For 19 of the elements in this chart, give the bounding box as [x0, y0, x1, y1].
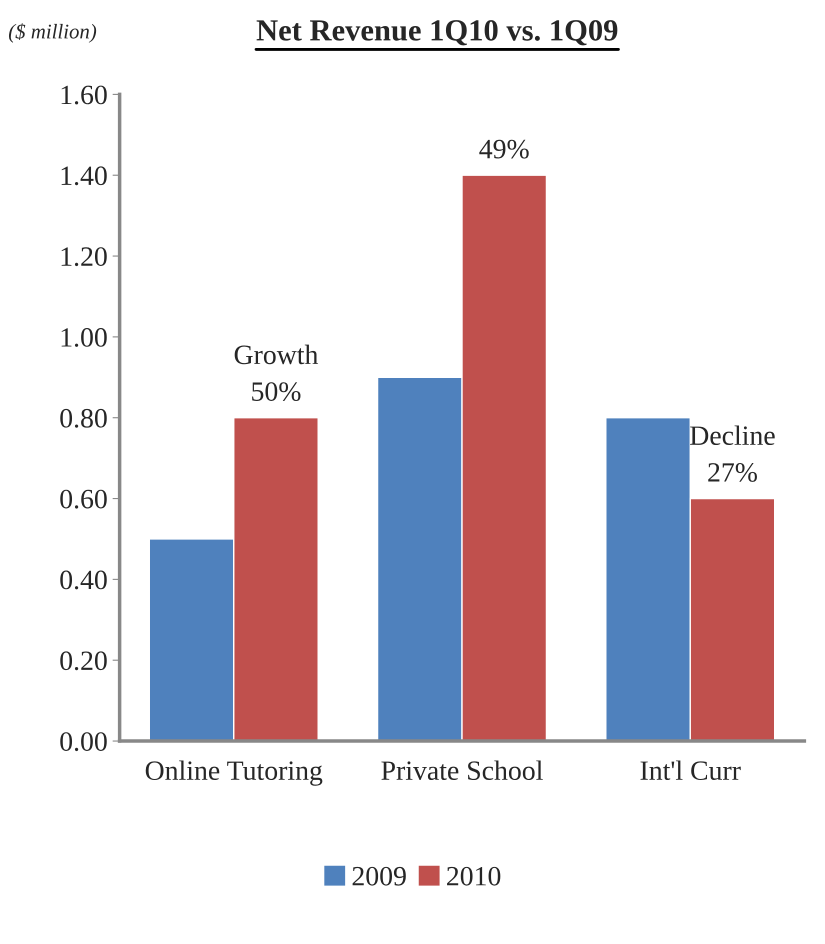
legend-label: 2010	[447, 866, 500, 886]
annotation: Decline 27%	[690, 425, 775, 482]
y-tick-label: 0.00	[60, 732, 107, 752]
y-tick-label: 0.60	[60, 490, 107, 509]
x-tick-label: Private School	[381, 760, 543, 780]
y-tick-label: 1.60	[62, 86, 107, 104]
legend-label: 2009	[352, 866, 406, 886]
y-tick-label: 0.40	[60, 570, 107, 590]
annotation: Growth 50%	[234, 344, 318, 402]
x-tick-label: Int'l Curr	[640, 760, 741, 780]
annotation: 49%	[479, 140, 529, 159]
y-tick-label: 0.80	[60, 408, 107, 428]
chart-title: Net Revenue 1Q10 vs. 1Q09	[256, 20, 618, 46]
y-tick-label: 1.40	[62, 166, 107, 186]
y-tick-label: 1.00	[62, 328, 107, 347]
y-tick-label: 1.20	[62, 247, 107, 266]
y-axis-title: ($ million)	[8, 23, 96, 43]
x-tick-label: Online Tutoring	[146, 760, 322, 786]
y-tick-label: 0.20	[60, 651, 107, 670]
